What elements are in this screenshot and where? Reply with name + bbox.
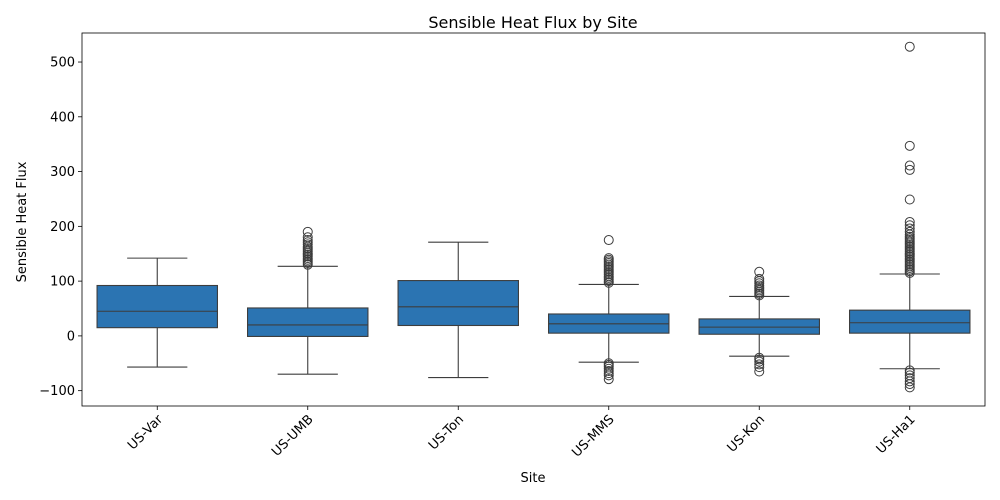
chart-title: Sensible Heat Flux by Site bbox=[428, 13, 637, 32]
outlier-point bbox=[904, 226, 915, 237]
y-tick-label: 0 bbox=[67, 329, 75, 344]
outlier-point bbox=[754, 278, 765, 289]
y-tick-label: −100 bbox=[39, 384, 75, 399]
outlier-point bbox=[302, 232, 313, 243]
outlier-point bbox=[603, 370, 614, 381]
iqr-box bbox=[247, 307, 369, 337]
outlier-point bbox=[904, 365, 915, 376]
outlier-point bbox=[754, 266, 765, 277]
outlier-point bbox=[904, 140, 915, 151]
outlier-point bbox=[603, 253, 614, 264]
y-tick-label: 300 bbox=[50, 165, 75, 180]
outlier-point bbox=[603, 368, 614, 379]
outlier-point bbox=[904, 160, 915, 171]
outlier-point bbox=[904, 164, 915, 175]
x-tick-label: US-Var bbox=[125, 412, 166, 453]
outlier-point bbox=[754, 273, 765, 284]
outlier-point bbox=[754, 362, 765, 373]
outlier-point bbox=[904, 220, 915, 231]
outlier-point bbox=[904, 41, 915, 52]
box-us-var bbox=[96, 257, 219, 368]
outlier-point bbox=[904, 194, 915, 205]
x-axis-label: Site bbox=[521, 471, 546, 486]
plot-frame bbox=[81, 32, 986, 407]
outlier-point bbox=[904, 379, 915, 390]
outlier-point bbox=[904, 223, 915, 234]
y-tick-label: 400 bbox=[50, 110, 75, 125]
outlier-point bbox=[603, 235, 614, 246]
outlier-point bbox=[754, 359, 765, 370]
y-tick-label: 100 bbox=[50, 275, 75, 290]
x-tick-label: US-Kon bbox=[725, 412, 769, 456]
outlier-point bbox=[904, 231, 915, 242]
y-tick-label: 200 bbox=[50, 220, 75, 235]
outlier-point bbox=[754, 354, 765, 365]
box-us-ton bbox=[397, 241, 519, 379]
box-us-kon bbox=[698, 266, 820, 377]
iqr-box bbox=[397, 280, 519, 327]
outlier-point bbox=[904, 216, 915, 227]
y-tick-label: 500 bbox=[50, 56, 75, 71]
box-us-mms bbox=[547, 235, 670, 385]
x-tick-label: US-Ton bbox=[426, 412, 467, 453]
box-us-ha1 bbox=[848, 41, 971, 393]
outlier-point bbox=[603, 374, 614, 385]
x-tick-label: US-MMS bbox=[569, 412, 617, 460]
x-tick-label: US-UMB bbox=[269, 412, 316, 459]
boxes-group bbox=[96, 41, 971, 393]
outlier-point bbox=[603, 363, 614, 374]
outlier-point bbox=[754, 366, 765, 377]
iqr-box bbox=[848, 309, 971, 334]
outlier-point bbox=[302, 239, 313, 250]
outlier-point bbox=[603, 365, 614, 376]
outlier-point bbox=[904, 382, 915, 393]
x-tick-label: US-Ha1 bbox=[874, 412, 919, 457]
y-axis-label: Sensible Heat Flux bbox=[15, 161, 30, 282]
outlier-point bbox=[904, 376, 915, 387]
outlier-point bbox=[302, 237, 313, 248]
outlier-point bbox=[754, 280, 765, 291]
outlier-point bbox=[302, 226, 313, 237]
outlier-point bbox=[754, 356, 765, 367]
outlier-point bbox=[302, 235, 313, 246]
box-us-umb bbox=[247, 226, 369, 375]
iqr-box bbox=[96, 284, 219, 329]
